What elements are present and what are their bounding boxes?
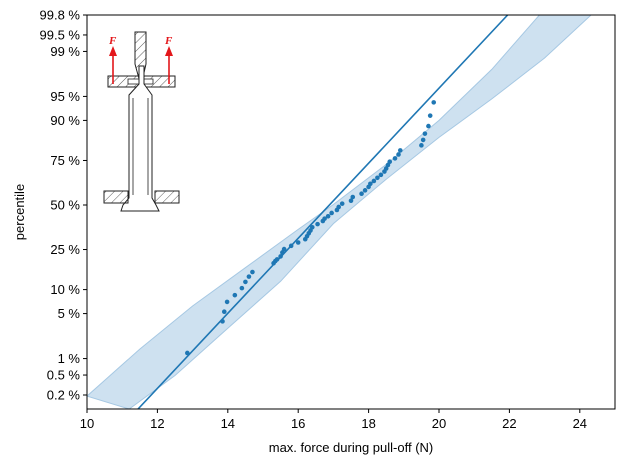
x-axis: 10 12 14 16 18 20 22 24 (80, 409, 587, 431)
x-tick-label: 18 (361, 416, 375, 431)
data-point (375, 175, 380, 181)
data-point (274, 257, 280, 262)
confidence-band (87, 15, 592, 409)
tube-inner-wall (132, 98, 149, 195)
x-tick-label: 14 (221, 416, 235, 431)
x-tick-label: 22 (502, 416, 516, 431)
data-point (221, 309, 227, 315)
force-label-right: F (164, 35, 173, 47)
data-point (431, 100, 437, 105)
data-point (378, 172, 384, 178)
y-tick-label: 99.5 % (40, 27, 81, 42)
data-point (278, 254, 283, 259)
data-point (224, 299, 230, 305)
plot-frame (86, 14, 616, 410)
x-tick-label: 12 (150, 416, 164, 431)
data-point (392, 156, 398, 161)
fit-line-layer (137, 15, 509, 409)
data-point (232, 292, 238, 298)
data-point (422, 131, 428, 136)
y-tick-label: 1 % (58, 351, 81, 366)
x-axis-label: max. force during pull-off (N) (269, 440, 434, 455)
data-point (397, 148, 403, 153)
lower-block-right (154, 190, 180, 204)
pull-off-fixture-diagram: F F (103, 31, 180, 212)
data-point (371, 178, 377, 184)
data-point (350, 194, 356, 200)
y-axis: 0.2 % 0.5 % 1 % 5 % 10 % 25 % 50 % 75 % 90 % 95 %… (40, 8, 87, 403)
y-tick-label: 10 % (50, 282, 80, 297)
data-point (339, 201, 345, 206)
tube-body (120, 65, 160, 212)
data-points-layer (185, 100, 437, 356)
force-arrow-left-icon (109, 46, 117, 56)
data-point (427, 113, 433, 118)
data-point (322, 216, 327, 221)
data-point (243, 279, 248, 285)
data-point (348, 198, 354, 203)
confidence-band-layer (87, 15, 592, 409)
y-tick-label: 99 % (50, 44, 80, 59)
data-point (362, 188, 368, 193)
data-point (220, 319, 225, 324)
data-point (368, 181, 373, 187)
y-tick-label: 5 % (58, 306, 81, 321)
data-point (280, 250, 285, 255)
data-point (281, 246, 287, 252)
data-point (426, 123, 431, 129)
data-point (420, 137, 426, 143)
x-tick-label: 24 (573, 416, 587, 431)
data-point (288, 243, 294, 249)
data-point (329, 210, 334, 216)
data-point (396, 152, 401, 157)
y-tick-label: 0.2 % (47, 388, 81, 403)
y-tick-label: 95 % (50, 89, 80, 104)
data-point (387, 159, 393, 165)
y-tick-label: 25 % (50, 242, 80, 257)
y-axis-label: percentile (12, 184, 27, 240)
data-point (295, 240, 301, 245)
force-arrow-right-icon (165, 46, 173, 56)
data-point (246, 274, 252, 279)
x-tick-label: 20 (432, 416, 446, 431)
data-point (315, 221, 320, 227)
y-tick-label: 90 % (50, 113, 80, 128)
lower-block-left (103, 190, 129, 204)
data-point (419, 143, 424, 148)
data-point (336, 204, 341, 210)
data-point (185, 350, 190, 356)
data-point (359, 191, 364, 196)
data-point (383, 166, 389, 171)
y-tick-label: 0.5 % (47, 368, 81, 383)
y-tick-label: 75 % (50, 153, 80, 168)
data-point (239, 285, 245, 291)
data-point (250, 269, 255, 275)
y-tick-label: 99.8 % (40, 8, 81, 23)
x-tick-label: 16 (291, 416, 305, 431)
fit-line (137, 15, 509, 409)
x-tick-label: 10 (80, 416, 94, 431)
force-label-left: F (108, 35, 117, 47)
data-point (309, 224, 315, 230)
y-tick-label: 50 % (50, 198, 80, 213)
data-point (325, 214, 331, 219)
